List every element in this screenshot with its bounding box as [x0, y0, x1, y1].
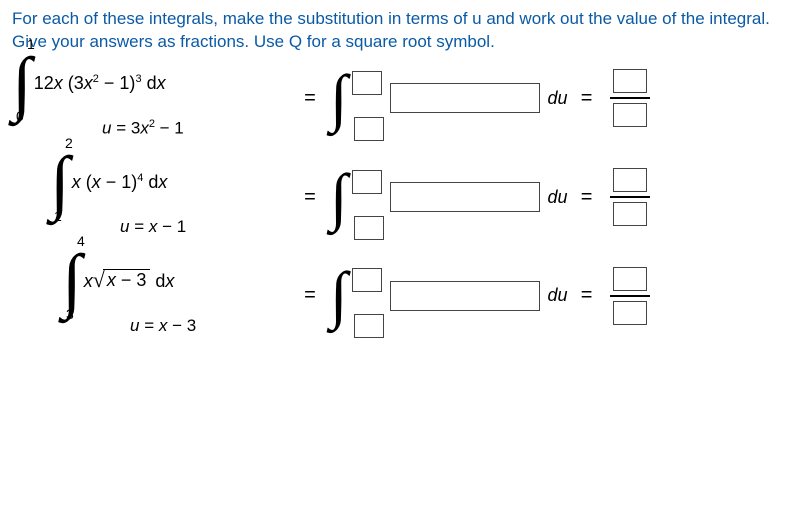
- result-fraction: [610, 267, 650, 325]
- lower-limit: 1: [54, 212, 62, 222]
- substitution-line: u = x − 1: [120, 217, 290, 237]
- lower-limit-input[interactable]: [354, 216, 384, 240]
- upper-limit: 2: [65, 139, 73, 149]
- substitution-line: u = 3x2 − 1: [102, 118, 290, 139]
- upper-limit-input[interactable]: [352, 170, 382, 194]
- result-fraction: [610, 69, 650, 127]
- upper-limit-input[interactable]: [352, 268, 382, 292]
- equals-sign: =: [290, 284, 330, 307]
- problem-right: ∫ du =: [330, 267, 785, 325]
- upper-limit: 4: [77, 237, 85, 247]
- equals-sign: =: [290, 186, 330, 209]
- lower-limit: 0: [16, 112, 24, 122]
- substitution-line: u = x − 3: [130, 316, 290, 336]
- equals-sign: =: [574, 186, 600, 209]
- result-fraction: [610, 168, 650, 226]
- problem-right: ∫ du =: [330, 69, 785, 127]
- equals-sign: =: [574, 87, 600, 110]
- rhs-integral: ∫: [330, 175, 348, 220]
- integral-expression: ∫ 1 0 12x (3x2 − 1)3 dx: [12, 58, 290, 108]
- integral-sign-icon: ∫ 1 0: [12, 58, 32, 108]
- problem-left: ∫ 4 3 x√x − 3 dx u = x − 3: [12, 255, 290, 335]
- fraction-bar: [610, 196, 650, 198]
- du-label: du: [548, 285, 568, 306]
- integrand: 12x (3x2 − 1)3 dx: [34, 73, 166, 94]
- du-label: du: [548, 187, 568, 208]
- integral-expression: ∫ 2 1 x (x − 1)4 dx: [12, 157, 290, 207]
- denominator-input[interactable]: [613, 202, 647, 226]
- integrand-input[interactable]: [390, 83, 540, 113]
- instructions-text: For each of these integrals, make the su…: [12, 8, 785, 54]
- upper-limit: 1: [27, 40, 35, 50]
- integral-expression: ∫ 4 3 x√x − 3 dx: [12, 255, 290, 305]
- rhs-integral-sign-icon: ∫: [330, 175, 348, 220]
- problem-left: ∫ 2 1 x (x − 1)4 dx u = x − 1: [12, 157, 290, 237]
- fraction-bar: [610, 97, 650, 99]
- numerator-input[interactable]: [613, 267, 647, 291]
- problem-row: ∫ 1 0 12x (3x2 − 1)3 dx u = 3x2 − 1 = ∫ …: [12, 58, 785, 139]
- problem-row: ∫ 4 3 x√x − 3 dx u = x − 3 = ∫ du =: [12, 255, 785, 335]
- lower-limit-input[interactable]: [354, 117, 384, 141]
- denominator-input[interactable]: [613, 301, 647, 325]
- denominator-input[interactable]: [613, 103, 647, 127]
- integrand-input[interactable]: [390, 281, 540, 311]
- problem-row: ∫ 2 1 x (x − 1)4 dx u = x − 1 = ∫ du =: [12, 157, 785, 237]
- numerator-input[interactable]: [613, 69, 647, 93]
- integrand-input[interactable]: [390, 182, 540, 212]
- fraction-bar: [610, 295, 650, 297]
- lower-limit: 3: [66, 310, 74, 320]
- integrand: x√x − 3 dx: [84, 269, 175, 292]
- upper-limit-input[interactable]: [352, 71, 382, 95]
- rhs-integral-sign-icon: ∫: [330, 273, 348, 318]
- integral-sign-icon: ∫ 2 1: [50, 157, 70, 207]
- numerator-input[interactable]: [613, 168, 647, 192]
- problem-right: ∫ du =: [330, 168, 785, 226]
- rhs-integral-sign-icon: ∫: [330, 76, 348, 121]
- rhs-integral: ∫: [330, 76, 348, 121]
- problem-left: ∫ 1 0 12x (3x2 − 1)3 dx u = 3x2 − 1: [12, 58, 290, 139]
- rhs-integral: ∫: [330, 273, 348, 318]
- equals-sign: =: [290, 87, 330, 110]
- du-label: du: [548, 88, 568, 109]
- integrand: x (x − 1)4 dx: [72, 172, 168, 193]
- integral-sign-icon: ∫ 4 3: [62, 255, 82, 305]
- lower-limit-input[interactable]: [354, 314, 384, 338]
- equals-sign: =: [574, 284, 600, 307]
